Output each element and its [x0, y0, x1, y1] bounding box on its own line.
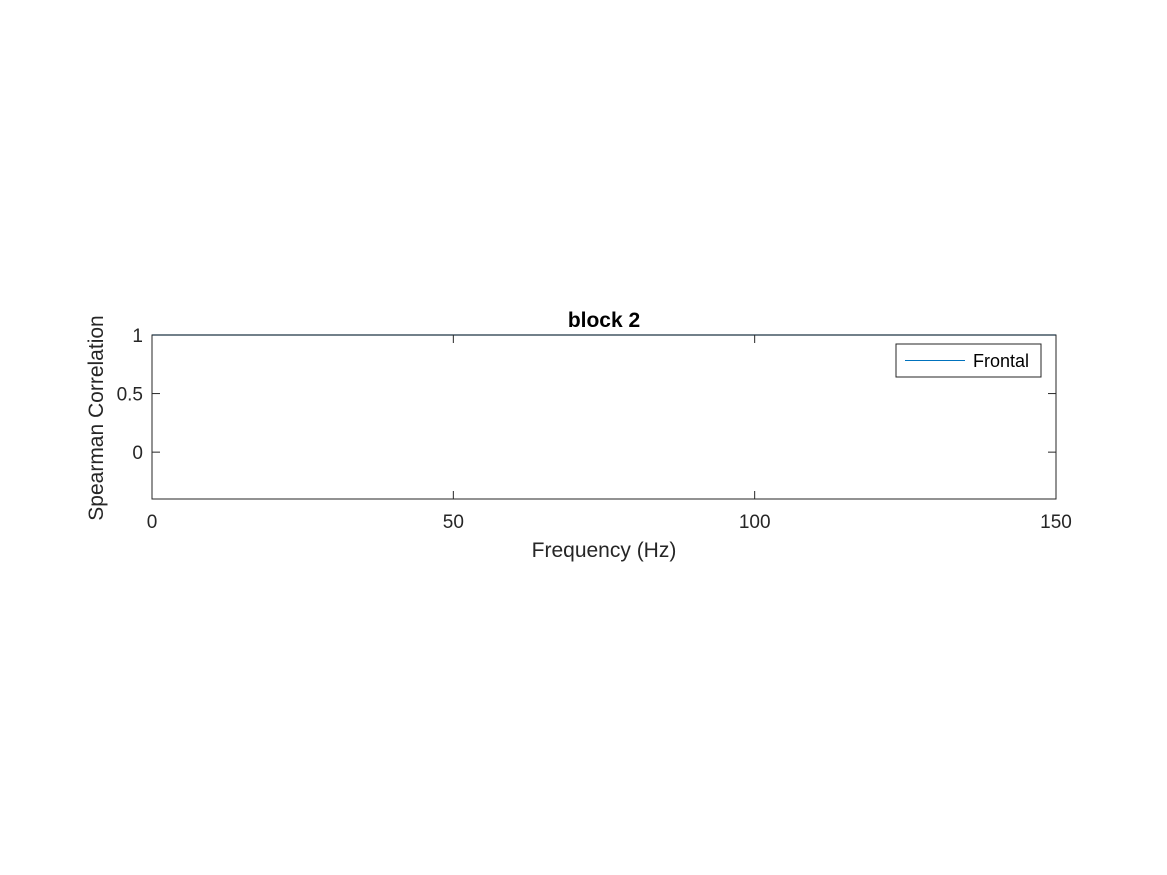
- x-tick-label: 100: [739, 512, 771, 533]
- y-tick-label: 0: [132, 443, 143, 464]
- legend: Frontal: [895, 343, 1042, 378]
- y-axis-label: Spearman Correlation: [85, 315, 108, 520]
- x-tick-label: 50: [443, 512, 464, 533]
- chart-title: block 2: [568, 309, 640, 332]
- x-tick-label: 150: [1040, 512, 1072, 533]
- y-tick-labels: 00.51: [117, 326, 143, 464]
- axes-box: [151, 334, 1057, 500]
- y-tick-label: 1: [132, 326, 143, 347]
- x-tick-labels: 0 50 100 150: [147, 512, 1072, 533]
- x-axis-label: Frequency (Hz): [532, 539, 677, 562]
- y-tick-label: 0.5: [117, 385, 143, 406]
- legend-label-frontal: Frontal: [973, 351, 1029, 371]
- x-tick-label: 0: [147, 512, 158, 533]
